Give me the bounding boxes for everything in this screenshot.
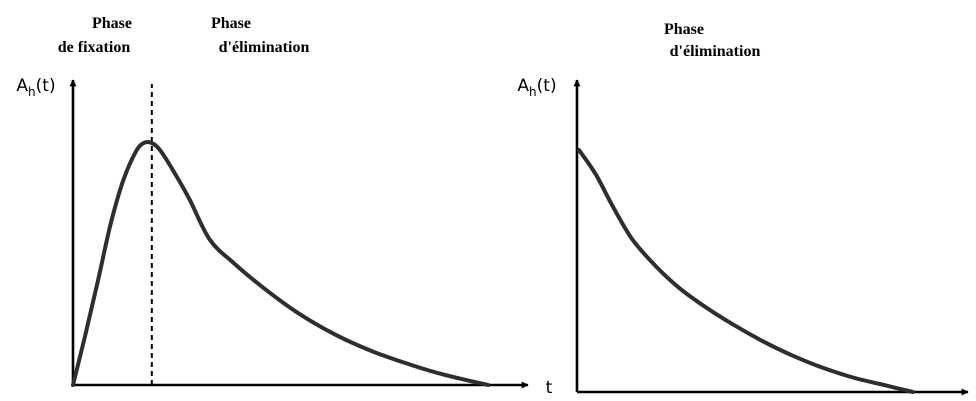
phase-label-elimination-right-line1: Phase bbox=[664, 21, 704, 38]
y-axis-label-left-tail: (t) bbox=[36, 76, 56, 96]
x-axis-label-left: t bbox=[546, 378, 553, 398]
phase-label-fixation-line2: de fixation bbox=[58, 39, 131, 56]
phase-label-elimination-left-line1: Phase bbox=[211, 15, 251, 32]
phase-label-elimination-left-line2: d'élimination bbox=[219, 39, 310, 56]
y-axis-label-left-main: A bbox=[16, 76, 28, 96]
series-line-left bbox=[71, 139, 490, 387]
y-axis-label-right-main: A bbox=[517, 76, 529, 96]
y-axis-label-left-sub: h bbox=[28, 85, 36, 99]
chart-right: Phase d'élimination Ah(t) bbox=[517, 21, 969, 396]
phase-label-fixation-line1: Phase bbox=[92, 15, 132, 32]
y-axis-label-right: Ah(t) bbox=[517, 76, 556, 99]
y-axis-label-left: Ah(t) bbox=[16, 76, 55, 99]
y-axis-label-right-sub: h bbox=[529, 85, 537, 99]
y-axis-label-right-tail: (t) bbox=[537, 76, 557, 96]
series-line-right bbox=[577, 148, 915, 394]
phase-label-elimination-right-line2: d'élimination bbox=[670, 43, 761, 60]
chart-left: Phase de fixation Phase d'élimination Ah… bbox=[16, 15, 552, 398]
